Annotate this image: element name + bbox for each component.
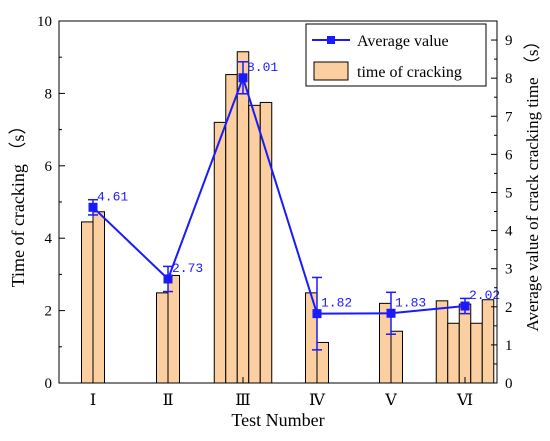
- bar-2-0: [213, 121, 227, 384]
- right-tick-label-6: 6: [505, 147, 513, 163]
- x-tick-label-1: Ⅱ: [163, 392, 174, 409]
- left-axis: 0 2 4 6 8 10: [37, 14, 65, 392]
- bar-3-1: [316, 341, 329, 384]
- average-label-4: 1.83: [395, 295, 426, 310]
- right-tick-label-5: 5: [505, 185, 513, 201]
- x-tick-label-3: Ⅳ: [309, 392, 326, 409]
- average-line: [92, 74, 466, 315]
- right-tick-label-7: 7: [505, 109, 513, 125]
- average-label-2: 8.01: [247, 60, 278, 75]
- left-tick-label-4: 8: [45, 86, 53, 102]
- right-tick-label-0: 0: [505, 376, 513, 392]
- x-tick-label-0: Ⅰ: [90, 392, 96, 409]
- bar-5-0: [435, 300, 449, 384]
- left-tick-label-1: 2: [45, 304, 53, 320]
- right-tick-label-3: 3: [505, 262, 513, 278]
- legend-bar-swatch: [313, 61, 349, 81]
- legend: Average value time of cracking: [305, 23, 487, 87]
- right-tick-label-8: 8: [505, 71, 513, 87]
- right-axis-label: Average value of crack cracking time （s）: [523, 33, 542, 332]
- right-tick-label-4: 4: [505, 224, 513, 240]
- bar-5-4: [481, 299, 495, 384]
- bar-4-1: [390, 330, 403, 384]
- average-label-0: 4.61: [97, 189, 128, 204]
- bar-2-2: [236, 51, 250, 384]
- legend-label-time: time of cracking: [357, 64, 462, 81]
- bars-layer: [81, 51, 495, 384]
- line-layer: 4.61 2.73 8.01 1.82 1.83 2.02: [88, 60, 500, 351]
- bar-0-0: [81, 221, 94, 384]
- average-marker-1: [163, 274, 173, 284]
- average-marker-0: [88, 202, 98, 212]
- x-axis: Ⅰ Ⅱ Ⅲ Ⅳ Ⅴ Ⅵ: [90, 377, 473, 409]
- average-label-5: 2.02: [469, 288, 500, 303]
- right-tick-label-2: 2: [505, 300, 513, 316]
- bar-0-1: [92, 211, 105, 384]
- x-tick-label-2: Ⅲ: [235, 392, 250, 409]
- bar-2-3: [248, 104, 261, 384]
- right-tick-label-1: 1: [505, 338, 513, 354]
- bar-5-2: [458, 303, 472, 384]
- x-axis-label: Test Number: [231, 410, 324, 430]
- bar-2-4: [259, 101, 273, 384]
- legend-label-average: Average value: [357, 33, 449, 50]
- left-tick-label-3: 6: [45, 159, 53, 175]
- right-axis: 0 1 2 3 4 5 6 7 8 9: [491, 20, 513, 392]
- left-tick-label-0: 0: [45, 376, 53, 392]
- average-marker-5: [460, 301, 470, 311]
- bar-5-1: [447, 322, 460, 384]
- left-tick-label-5: 10: [37, 14, 52, 30]
- average-label-3: 1.82: [321, 296, 352, 311]
- average-marker-3: [312, 309, 322, 319]
- left-axis-label: Time of cracking （s）: [8, 117, 28, 288]
- bar-5-3: [470, 322, 483, 384]
- bar-1-0: [156, 292, 169, 384]
- average-marker-4: [386, 308, 396, 318]
- average-marker-2: [238, 73, 248, 83]
- x-tick-label-4: Ⅴ: [384, 392, 397, 409]
- left-tick-label-2: 4: [45, 231, 53, 247]
- average-label-1: 2.73: [172, 261, 203, 276]
- x-tick-label-5: Ⅵ: [456, 392, 473, 409]
- right-tick-label-9: 9: [505, 33, 513, 49]
- legend-line-marker: [327, 36, 335, 44]
